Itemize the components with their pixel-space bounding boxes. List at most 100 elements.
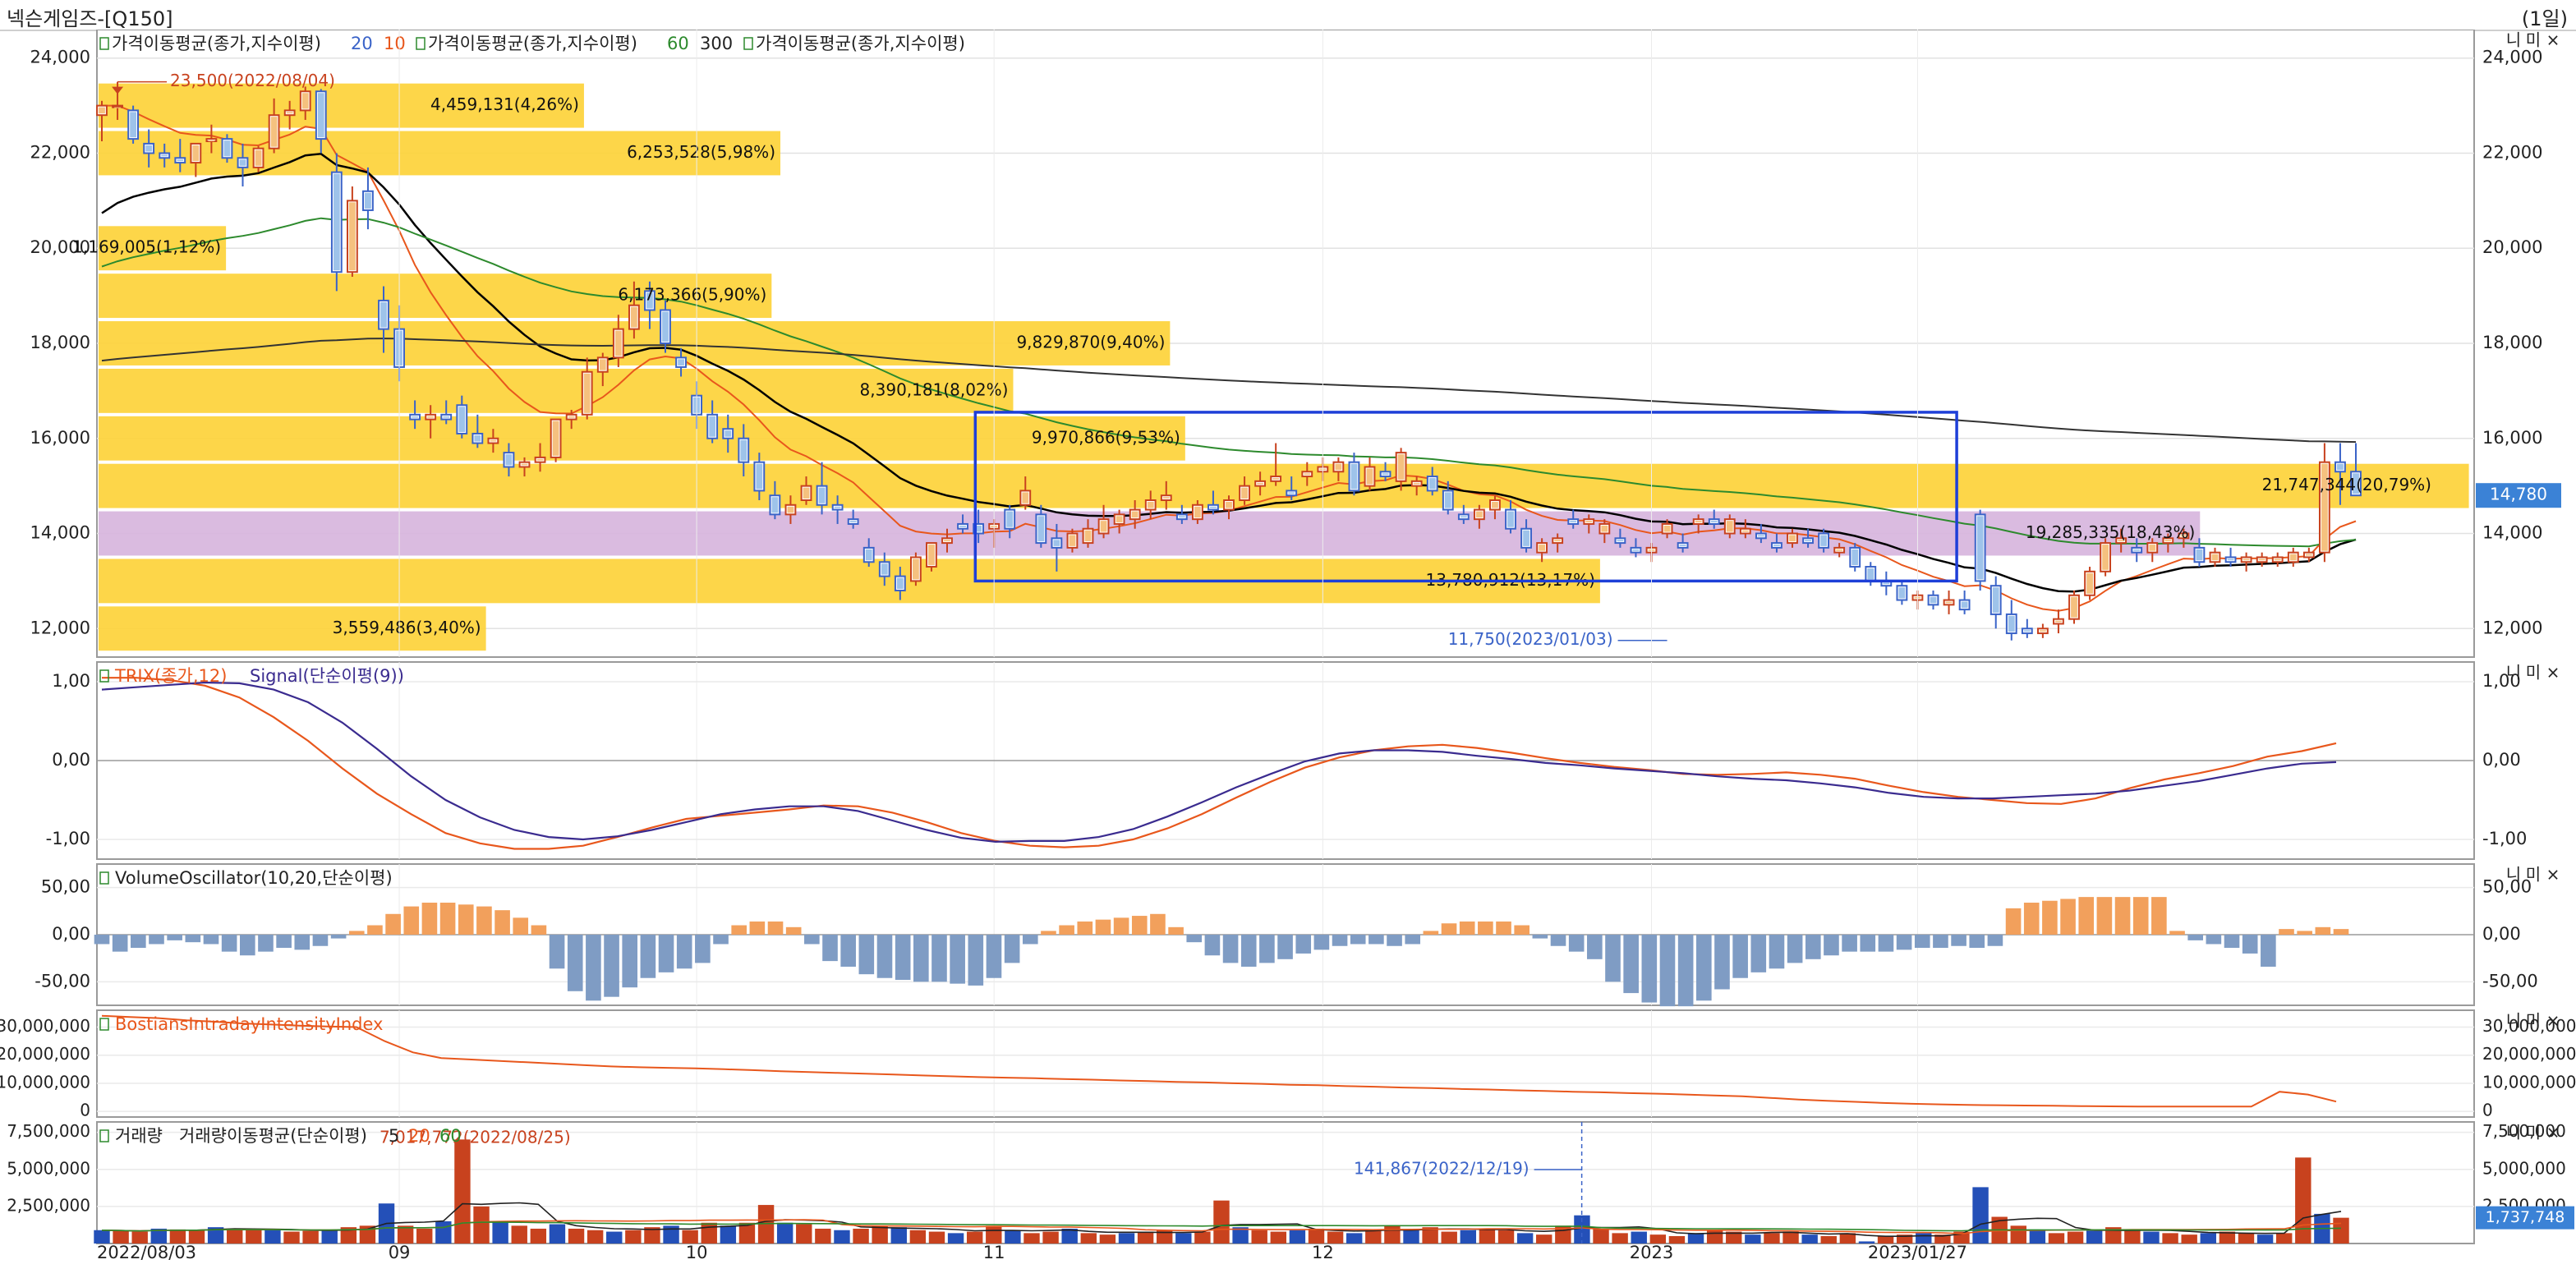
candle-body-fill <box>1053 540 1060 546</box>
oscillator-bar <box>312 935 329 946</box>
minimize-icon[interactable]: 니 <box>2506 30 2521 50</box>
volume-profile-label: 4,459,131(4,26%) <box>430 94 579 114</box>
candle-body-fill <box>2274 559 2281 561</box>
candle-body-fill <box>1194 506 1201 518</box>
oscillator-bar <box>1059 925 1074 935</box>
candle-body-fill <box>1757 535 1764 537</box>
oscillator-bar <box>2224 935 2240 949</box>
close-icon[interactable]: × <box>2546 663 2560 683</box>
oscillator-bar <box>1168 926 1184 935</box>
minimize-icon[interactable]: 니 <box>2506 1123 2521 1142</box>
volume-bar <box>568 1228 585 1244</box>
volume-bar <box>586 1230 604 1244</box>
period-label[interactable]: (1일) <box>2521 7 2568 30</box>
volume-bar <box>246 1229 262 1244</box>
oscillator-y-tick-label-right: 0,00 <box>2482 924 2521 944</box>
candle-body-fill <box>1288 492 1295 494</box>
oscillator-bar <box>367 925 383 935</box>
volume-bar <box>625 1230 642 1244</box>
volume-bar <box>890 1227 907 1244</box>
candle-body-fill <box>1226 502 1232 508</box>
high-marker-arrow <box>112 86 124 94</box>
volume-ma-60-line <box>101 1221 2342 1232</box>
candle-body-fill <box>2149 545 2156 551</box>
volume-bar <box>1612 1233 1628 1244</box>
candle-body-fill <box>1210 506 1217 508</box>
oscillator-bar <box>1295 935 1312 954</box>
volume-bar <box>397 1225 414 1244</box>
candle-body-fill <box>928 545 935 566</box>
selection-box[interactable] <box>973 411 1958 583</box>
close-icon[interactable]: × <box>2546 865 2560 885</box>
volume-bar <box>1858 1241 1875 1244</box>
bostian-y-tick-label: 30,000,000 <box>0 1016 90 1036</box>
volume-profile-label: 3,559,486(3,40%) <box>333 618 481 637</box>
oscillator-bar <box>1860 935 1876 952</box>
candle-body-fill <box>1992 587 1999 613</box>
oscillator-bar <box>1550 935 1566 946</box>
volume-bar <box>1441 1231 1457 1244</box>
bostian-line <box>101 1014 2337 1108</box>
volume-y-tick-label: 2,500,000 <box>7 1195 90 1215</box>
candle-body-fill <box>1069 535 1076 546</box>
volume-bar <box>131 1231 148 1244</box>
minimize-icon[interactable]: 니 <box>2506 663 2521 683</box>
candle-body-fill <box>803 487 810 499</box>
candle-body-fill <box>301 93 309 109</box>
volume-bar <box>2105 1227 2122 1244</box>
volume-bar <box>1137 1231 1154 1244</box>
oscillator-bar <box>1332 935 1348 946</box>
minimize-icon[interactable]: 니 <box>2506 1011 2521 1031</box>
oscillator-bar <box>2132 897 2149 935</box>
oscillator-bar <box>131 935 146 949</box>
oscillator-bar <box>421 903 438 935</box>
volume-profile-label: 9,829,870(9,40%) <box>1016 333 1165 352</box>
volume-bar <box>720 1225 737 1244</box>
maximize-icon[interactable]: 미 <box>2526 1123 2541 1142</box>
volume-bar <box>1631 1231 1647 1244</box>
candle-body-fill <box>286 112 293 114</box>
oscillator-y-tick-label: 0,00 <box>52 924 90 944</box>
price-y-tick-label: 16,000 <box>30 428 90 448</box>
price-legend-param: 10 <box>384 34 406 53</box>
maximize-icon[interactable]: 미 <box>2526 1011 2541 1031</box>
close-icon[interactable]: × <box>2546 1123 2560 1142</box>
trix-y-tick-label-right: -1,00 <box>2482 829 2527 848</box>
volume-bar <box>738 1222 756 1244</box>
candle-body-fill <box>2008 615 2015 632</box>
legend-marker <box>99 37 109 50</box>
oscillator-bar <box>749 921 766 935</box>
candle-body-fill <box>881 563 888 575</box>
volume-bar <box>947 1233 964 1244</box>
signal-line <box>101 681 2337 844</box>
oscillator-bar <box>1951 935 1966 946</box>
volume-bar <box>2124 1230 2141 1244</box>
oscillator-bar <box>713 935 729 945</box>
volume-bar <box>1934 1234 1951 1244</box>
volume-bar <box>701 1222 717 1244</box>
minimize-icon[interactable]: 니 <box>2506 865 2521 885</box>
oscillator-bar <box>676 935 692 969</box>
current-price-tag-label: 14,780 <box>2490 485 2547 504</box>
close-icon[interactable]: × <box>2546 30 2560 50</box>
close-icon[interactable]: × <box>2546 1011 2560 1031</box>
candle-body-fill <box>1037 516 1045 542</box>
candle-body-fill <box>552 421 559 456</box>
volume-bar <box>1099 1234 1116 1244</box>
volume-bar <box>1213 1200 1230 1244</box>
volume-bar <box>2256 1234 2274 1244</box>
price-legend-name: 가격이동평균(종가,지수이평) <box>112 34 321 53</box>
candle-body-fill <box>912 559 919 580</box>
volume-ma-legend-param: 60 <box>439 1126 462 1146</box>
volume-y-tick-label-right: 7,500,000 <box>2482 1121 2566 1141</box>
oscillator-bar <box>1824 935 1839 956</box>
maximize-icon[interactable]: 미 <box>2526 30 2541 50</box>
maximize-icon[interactable]: 미 <box>2526 663 2541 683</box>
volume-bar <box>1801 1234 1818 1244</box>
maximize-icon[interactable]: 미 <box>2526 865 2541 885</box>
oscillator-bar <box>1277 935 1293 959</box>
bostian-y-tick-label-right: 20,000,000 <box>2482 1044 2576 1064</box>
oscillator-bar <box>804 935 820 945</box>
volume-bar <box>227 1228 243 1244</box>
